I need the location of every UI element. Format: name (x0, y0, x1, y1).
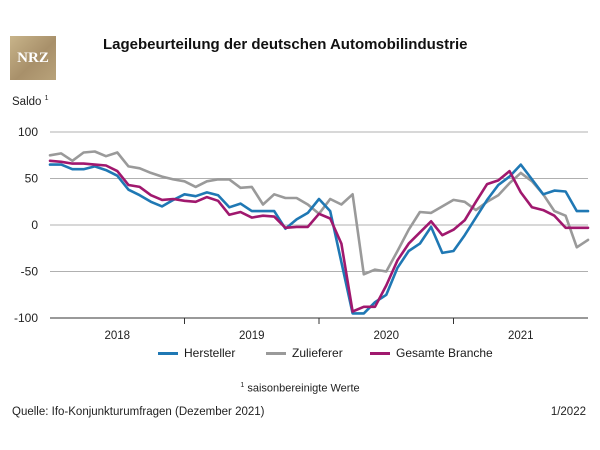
y-axis-label: Saldo 1 (12, 95, 49, 108)
legend-swatch-hersteller (158, 351, 178, 355)
y-axis-label-footnote-marker: 1 (44, 95, 49, 102)
x-tick-label-2021: 2021 (508, 330, 534, 342)
legend-item-hersteller: Hersteller (158, 346, 235, 360)
issue-number: 1/2022 (550, 406, 586, 418)
legend-item-zulieferer: Zulieferer (266, 346, 343, 360)
legend-label-gesamte-branche: Gesamte Branche (396, 346, 493, 360)
x-tick-label-2019: 2019 (239, 330, 265, 342)
x-tick-label-2020: 2020 (373, 330, 399, 342)
footnote: 1 saisonbereinigte Werte (0, 382, 600, 395)
y-axis-label-text: Saldo (12, 95, 42, 108)
nrz-logo: NRZ (10, 36, 56, 80)
y-tick-label: 100 (18, 125, 38, 139)
logo-text: NRZ (17, 50, 49, 66)
legend-swatch-gesamte-branche (370, 351, 390, 355)
series-line-hersteller (48, 163, 590, 315)
y-tick-label: 0 (31, 218, 38, 232)
chart-title: Lagebeurteilung der deutschen Automobili… (103, 36, 468, 53)
legend-label-zulieferer: Zulieferer (292, 346, 343, 360)
legend-label-hersteller: Hersteller (184, 346, 236, 360)
legend-swatch-zulieferer (266, 351, 286, 355)
footnote-text: saisonbereinigte Werte (247, 382, 360, 395)
y-tick-label: -50 (21, 265, 39, 279)
legend-item-gesamte-branche: Gesamte Branche (370, 346, 493, 360)
y-tick-label: -100 (14, 311, 38, 325)
source-note: Quelle: Ifo-Konjunkturumfragen (Dezember… (12, 406, 265, 418)
x-tick-label-2018: 2018 (104, 330, 130, 342)
series-line-gesamte-branche (48, 159, 590, 313)
footnote-marker: 1 (240, 382, 245, 389)
line-chart: 100 50 0 -50 -100 2018 2019 2020 2021 (14, 125, 590, 342)
y-tick-label: 50 (25, 172, 39, 186)
